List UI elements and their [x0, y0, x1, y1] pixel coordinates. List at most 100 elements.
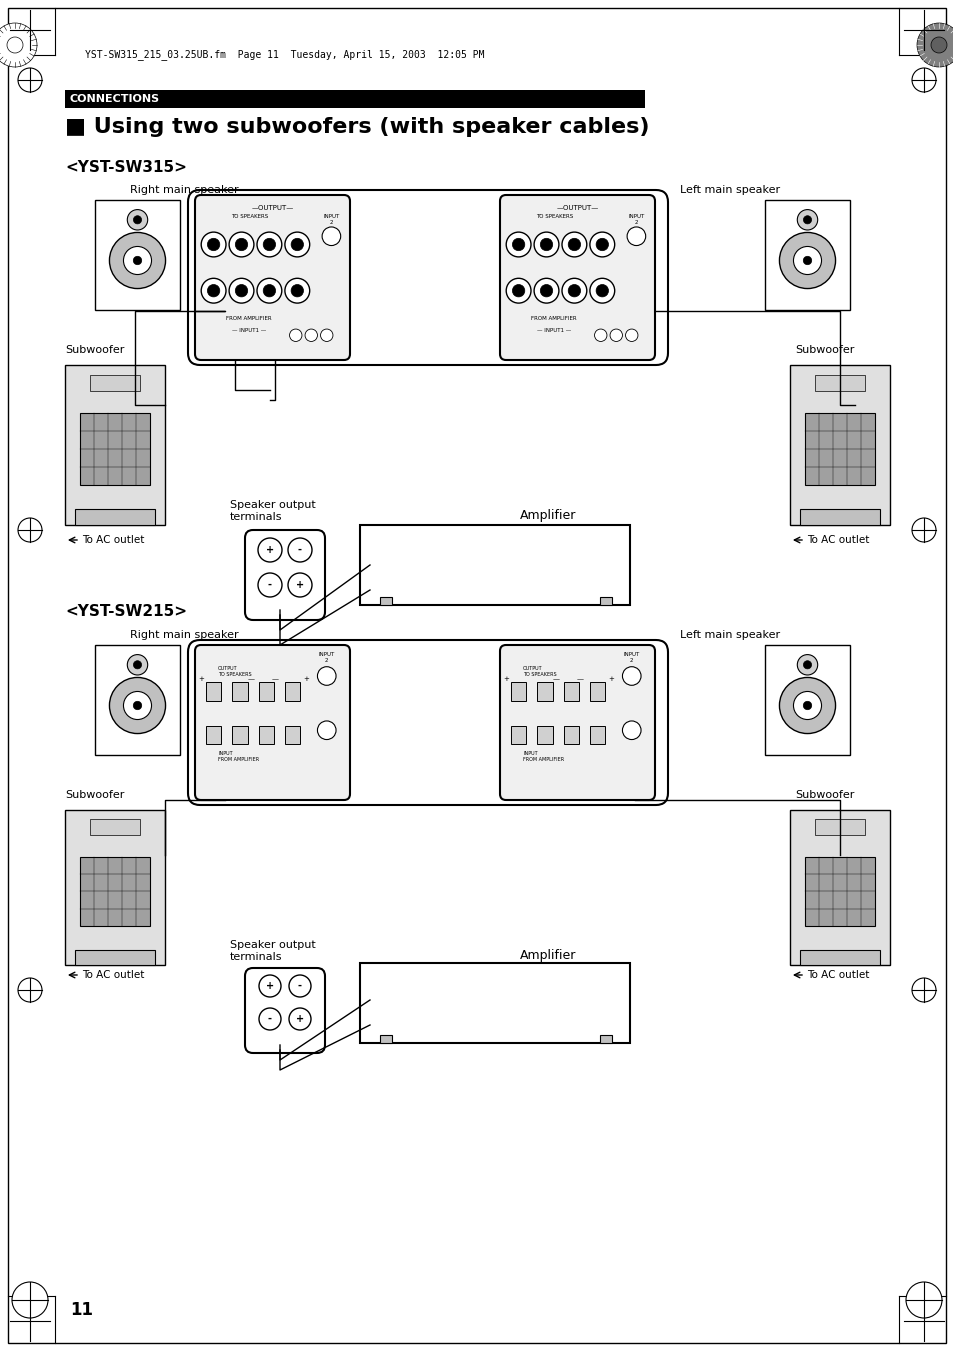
Text: ■ Using two subwoofers (with speaker cables): ■ Using two subwoofers (with speaker cab…: [65, 118, 649, 136]
Bar: [359, 526, 629, 605]
Circle shape: [322, 227, 340, 246]
Bar: [804, 413, 874, 485]
Circle shape: [802, 216, 811, 224]
Circle shape: [133, 701, 142, 709]
Text: -: -: [268, 1015, 272, 1024]
Bar: [379, 1035, 392, 1043]
Circle shape: [317, 666, 335, 685]
Circle shape: [596, 285, 608, 297]
Circle shape: [916, 23, 953, 68]
Bar: [800, 509, 879, 526]
Circle shape: [621, 721, 640, 739]
Circle shape: [18, 517, 42, 542]
Text: -: -: [268, 580, 272, 590]
Circle shape: [110, 232, 166, 289]
Bar: [258, 682, 274, 701]
Text: INPUT
2: INPUT 2: [628, 215, 644, 226]
Bar: [789, 811, 889, 965]
Bar: [537, 725, 552, 744]
Bar: [789, 365, 889, 526]
Text: Left main speaker: Left main speaker: [679, 630, 780, 640]
Circle shape: [258, 975, 281, 997]
Text: INPUT
2: INPUT 2: [318, 653, 335, 663]
Text: —: —: [272, 676, 279, 682]
Text: INPUT
FROM AMPLIFIER: INPUT FROM AMPLIFIER: [522, 751, 564, 762]
Text: TO SPEAKERS: TO SPEAKERS: [535, 213, 572, 219]
Circle shape: [797, 209, 817, 230]
Text: +: +: [503, 676, 509, 682]
Circle shape: [133, 257, 142, 265]
Text: TO SPEAKERS: TO SPEAKERS: [231, 213, 268, 219]
Text: FROM AMPLIFIER: FROM AMPLIFIER: [226, 316, 272, 322]
Bar: [232, 682, 248, 701]
Circle shape: [123, 692, 152, 720]
Text: Right main speaker: Right main speaker: [130, 630, 238, 640]
Bar: [75, 509, 154, 526]
Circle shape: [930, 36, 946, 53]
Text: +: +: [266, 544, 274, 555]
Circle shape: [0, 23, 37, 68]
Bar: [800, 950, 879, 965]
Text: Left main speaker: Left main speaker: [679, 185, 780, 195]
Circle shape: [512, 285, 524, 297]
Circle shape: [288, 573, 312, 597]
Circle shape: [539, 238, 552, 251]
Circle shape: [802, 257, 811, 265]
Circle shape: [625, 330, 638, 342]
Bar: [65, 365, 165, 526]
Text: Speaker output
terminals: Speaker output terminals: [230, 500, 315, 521]
Bar: [232, 725, 248, 744]
Bar: [90, 819, 140, 835]
Text: To AC outlet: To AC outlet: [806, 535, 868, 544]
Circle shape: [305, 330, 317, 342]
Circle shape: [779, 677, 835, 734]
Bar: [206, 682, 221, 701]
Bar: [764, 644, 849, 755]
Text: —: —: [247, 676, 254, 682]
Circle shape: [263, 285, 275, 297]
Circle shape: [127, 655, 148, 676]
Circle shape: [256, 232, 281, 257]
Text: Subwoofer: Subwoofer: [794, 790, 854, 800]
Bar: [804, 857, 874, 927]
Text: <YST-SW215>: <YST-SW215>: [65, 604, 187, 620]
Circle shape: [568, 238, 580, 251]
Text: INPUT
2: INPUT 2: [323, 215, 339, 226]
Circle shape: [911, 68, 935, 92]
Text: — INPUT1 —: — INPUT1 —: [537, 328, 571, 332]
Text: OUTPUT
TO SPEAKERS: OUTPUT TO SPEAKERS: [522, 666, 557, 677]
Circle shape: [561, 278, 586, 303]
Circle shape: [589, 278, 614, 303]
Circle shape: [127, 209, 148, 230]
Circle shape: [18, 978, 42, 1002]
Bar: [814, 819, 864, 835]
Circle shape: [905, 1282, 941, 1319]
Bar: [814, 374, 864, 390]
Text: —: —: [577, 676, 583, 682]
Text: +: +: [266, 981, 274, 992]
Circle shape: [229, 278, 253, 303]
Circle shape: [534, 232, 558, 257]
Circle shape: [621, 666, 640, 685]
Circle shape: [802, 661, 811, 669]
Bar: [65, 811, 165, 965]
Circle shape: [133, 216, 141, 224]
Circle shape: [609, 330, 621, 342]
Text: Right main speaker: Right main speaker: [130, 185, 238, 195]
Bar: [589, 725, 605, 744]
Circle shape: [779, 232, 835, 289]
Circle shape: [539, 285, 552, 297]
Text: INPUT
2: INPUT 2: [623, 653, 639, 663]
Text: +: +: [198, 676, 204, 682]
Circle shape: [561, 232, 586, 257]
FancyBboxPatch shape: [194, 195, 350, 359]
Circle shape: [18, 68, 42, 92]
Text: Amplifier: Amplifier: [519, 948, 576, 962]
Bar: [258, 725, 274, 744]
Text: -: -: [297, 544, 302, 555]
Bar: [599, 1035, 612, 1043]
Text: YST-SW315_215_03.25UB.fm  Page 11  Tuesday, April 15, 2003  12:05 PM: YST-SW315_215_03.25UB.fm Page 11 Tuesday…: [85, 50, 484, 61]
Text: FROM AMPLIFIER: FROM AMPLIFIER: [531, 316, 577, 322]
Circle shape: [289, 975, 311, 997]
Bar: [764, 200, 849, 309]
